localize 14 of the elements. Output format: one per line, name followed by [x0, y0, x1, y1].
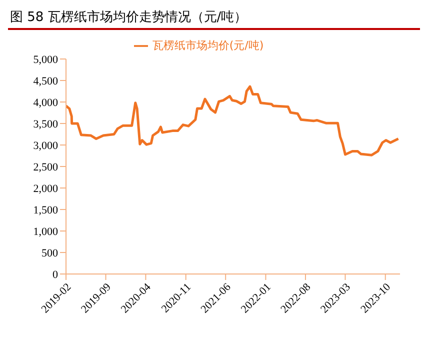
y-tick-label: 4,500: [33, 75, 58, 88]
y-tick-label: 3,500: [33, 118, 58, 130]
y-tick-label: 4,000: [33, 96, 58, 109]
y-tick-label: 3,000: [33, 140, 58, 152]
y-tick-label: 5,000: [33, 54, 58, 66]
y-tick-label: 1,500: [33, 204, 58, 216]
y-tick-label: 2,000: [33, 182, 58, 195]
y-tick-label: 500: [42, 247, 58, 260]
y-tick-label: 2,500: [33, 161, 58, 174]
y-tick-label: 0: [52, 268, 58, 281]
chart-title: 图 58 瓦楞纸市场均价走势情况（元/吨）: [8, 8, 420, 30]
legend-label: 瓦楞纸市场均价(元/吨): [152, 39, 264, 52]
line-series: [66, 85, 400, 156]
y-tick-label: 1,000: [33, 226, 58, 238]
